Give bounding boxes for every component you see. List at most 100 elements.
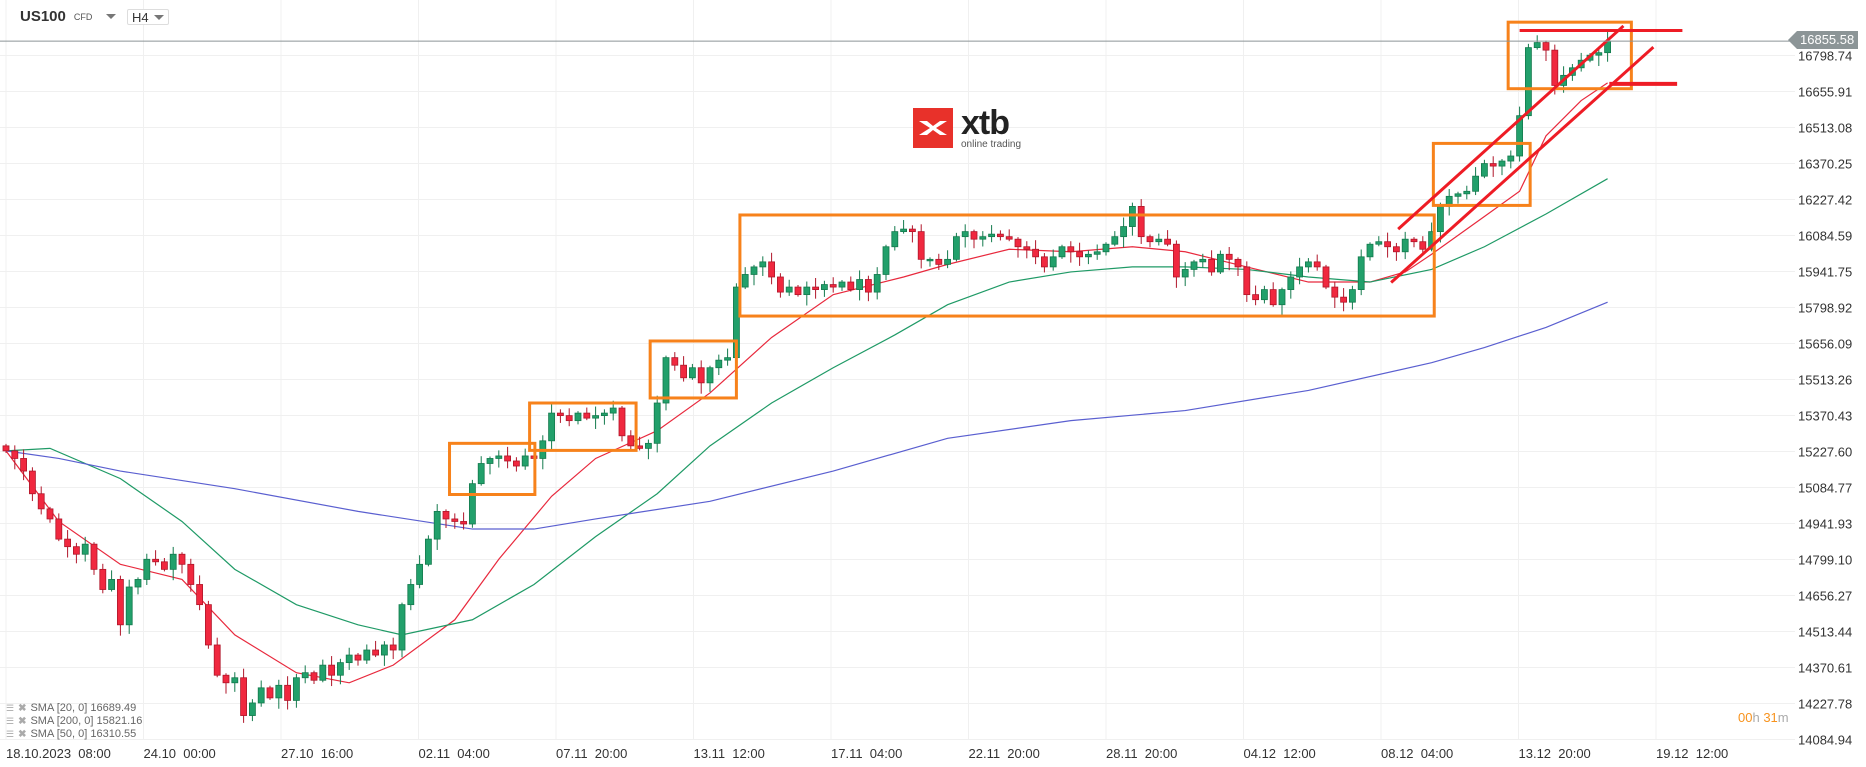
y-tick-label: 15227.60	[1798, 445, 1852, 460]
candle-body	[1349, 289, 1356, 303]
legend-label: SMA [200, 0] 15821.16	[30, 715, 143, 727]
candle-body	[266, 687, 274, 699]
close-icon[interactable]: ✖	[18, 703, 27, 714]
consolidation-box	[738, 213, 1436, 318]
candle-body	[565, 415, 573, 422]
candle-body	[1542, 42, 1550, 51]
logo-tagline: online trading	[961, 139, 1022, 150]
candle-body	[407, 584, 415, 606]
timeframe-select[interactable]: H4	[127, 9, 169, 25]
x-tick-label: 19.12 12:00	[1656, 746, 1728, 761]
candle-body	[1366, 243, 1374, 258]
candle-body	[741, 274, 749, 288]
consolidation-box	[1431, 141, 1532, 207]
candle-body	[1058, 246, 1066, 258]
legend-item[interactable]: ☰ ✖ SMA [200, 0] 15821.16	[6, 715, 142, 728]
candle-body	[1472, 175, 1479, 192]
candle-body	[55, 518, 63, 540]
settings-icon[interactable]: ☰	[6, 716, 15, 726]
candle-body	[1085, 253, 1092, 258]
candle-body	[926, 258, 934, 262]
candle-body	[275, 684, 283, 699]
settings-icon[interactable]: ☰	[6, 703, 15, 713]
candle-body	[1102, 243, 1110, 253]
candle-body	[1489, 163, 1497, 167]
candle-body	[1014, 238, 1022, 248]
close-icon[interactable]: ✖	[18, 716, 27, 727]
chevron-down-icon[interactable]	[106, 14, 117, 19]
candle-body	[856, 279, 863, 290]
candle-body	[873, 274, 881, 293]
consolidation-box	[528, 401, 638, 452]
candle-body	[988, 233, 995, 238]
candle-body	[1208, 258, 1215, 273]
candle-body	[759, 261, 767, 268]
legend-item[interactable]: ☰ ✖ SMA [50, 0] 16310.55	[6, 728, 142, 741]
candle-body	[812, 286, 819, 290]
x-tick-label: 04.12 12:00	[1244, 746, 1316, 761]
y-tick-label: 16798.74	[1798, 49, 1852, 64]
candle-body	[829, 284, 837, 288]
legend-item[interactable]: ☰ ✖ SMA [20, 0] 16689.49	[6, 702, 142, 715]
candle-body	[495, 455, 503, 459]
y-tick-label: 16084.59	[1798, 229, 1852, 244]
candle-body	[398, 604, 406, 651]
trend-line	[1397, 24, 1625, 231]
candle-body	[1067, 246, 1075, 253]
candle-body	[1410, 238, 1418, 243]
candle-body	[944, 258, 951, 265]
y-tick-label: 15941.75	[1798, 265, 1852, 280]
y-tick-label: 14227.78	[1798, 697, 1852, 712]
consolidation-box	[448, 441, 537, 497]
candle-body	[1076, 251, 1083, 258]
candle-body	[750, 266, 758, 275]
instrument-type: CFD	[73, 11, 93, 22]
candle-body	[1322, 266, 1330, 288]
candle-body	[821, 284, 828, 290]
candle-body	[1393, 246, 1400, 253]
candle-countdown: 00h 31m	[1738, 710, 1789, 725]
candle-body	[160, 561, 168, 570]
candle-body	[662, 357, 670, 404]
countdown-minutes-unit: m	[1777, 710, 1789, 725]
close-icon[interactable]: ✖	[18, 729, 27, 740]
candle-body	[354, 654, 362, 661]
legend-label: SMA [50, 0] 16310.55	[30, 728, 137, 740]
candle-body	[1093, 251, 1101, 255]
candle-body	[1146, 236, 1154, 243]
candle-body	[803, 286, 811, 296]
y-tick-label: 14513.44	[1798, 625, 1852, 640]
candle-body	[1437, 206, 1444, 233]
candle-body	[953, 236, 960, 260]
candle-body	[231, 677, 239, 684]
symbol-selector[interactable]: US100 CFD	[20, 8, 117, 25]
x-tick-label: 27.10 16:00	[281, 746, 353, 761]
indicator-legend: ☰ ✖ SMA [20, 0] 16689.49 ☰ ✖ SMA [200, 0] 15…	[6, 702, 142, 741]
candle-body	[909, 228, 916, 233]
candle-body	[1111, 236, 1119, 245]
candle-body	[557, 412, 564, 417]
candle-body	[204, 604, 212, 646]
candle-body	[1129, 206, 1136, 227]
y-tick-label: 16227.42	[1798, 193, 1852, 208]
candle-body	[574, 412, 582, 422]
candle-body	[468, 483, 476, 525]
x-tick-label: 17.11 04:00	[831, 746, 902, 761]
candle-body	[645, 442, 652, 449]
symbol-name: US100	[20, 8, 66, 25]
candle-body	[108, 579, 115, 590]
candle-body	[715, 359, 723, 369]
y-tick-label: 15656.09	[1798, 337, 1852, 352]
candle-body	[1234, 258, 1242, 268]
candle-body	[1507, 155, 1515, 162]
candle-body	[627, 435, 635, 447]
candle-body	[222, 674, 230, 684]
candle-body	[213, 644, 221, 676]
candle-body	[460, 521, 468, 525]
settings-icon[interactable]: ☰	[6, 729, 15, 739]
candle-body	[997, 233, 1004, 238]
candle-body	[442, 510, 450, 520]
candle-body	[1190, 261, 1198, 270]
countdown-hours: 00	[1738, 710, 1753, 725]
